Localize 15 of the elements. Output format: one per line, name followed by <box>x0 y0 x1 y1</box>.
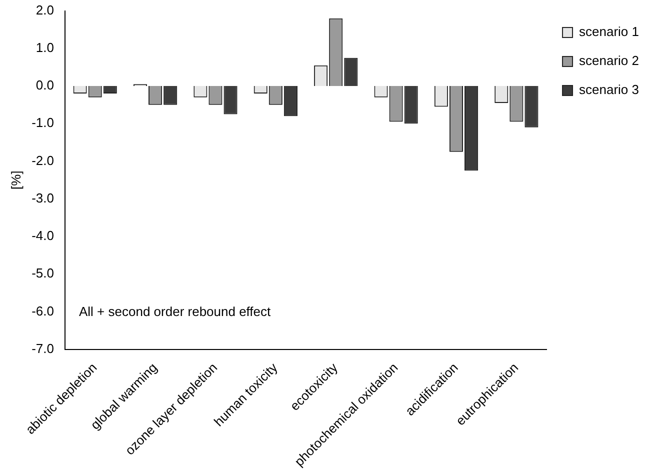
y-tick-label: -4.0 <box>32 228 54 244</box>
y-tick-label: 1.0 <box>36 40 54 55</box>
legend-label: scenario 2 <box>579 53 640 68</box>
y-tick-label: -6.0 <box>32 303 54 318</box>
annotation: All + second order rebound effect <box>79 304 272 319</box>
legend-label: scenario 3 <box>579 82 640 98</box>
y-tick-label: -2.0 <box>32 152 54 168</box>
y-tick-label: 0.0 <box>36 78 54 93</box>
legend-label: scenario 1 <box>579 24 640 40</box>
y-tick-label: -5.0 <box>32 266 54 281</box>
y-tick-label: -3.0 <box>32 190 54 206</box>
y-tick-label: -7.0 <box>32 340 54 356</box>
y-tick-label: 2.0 <box>36 2 54 18</box>
y-axis-title: [%] <box>8 170 24 190</box>
y-tick-label: -1.0 <box>32 115 54 130</box>
